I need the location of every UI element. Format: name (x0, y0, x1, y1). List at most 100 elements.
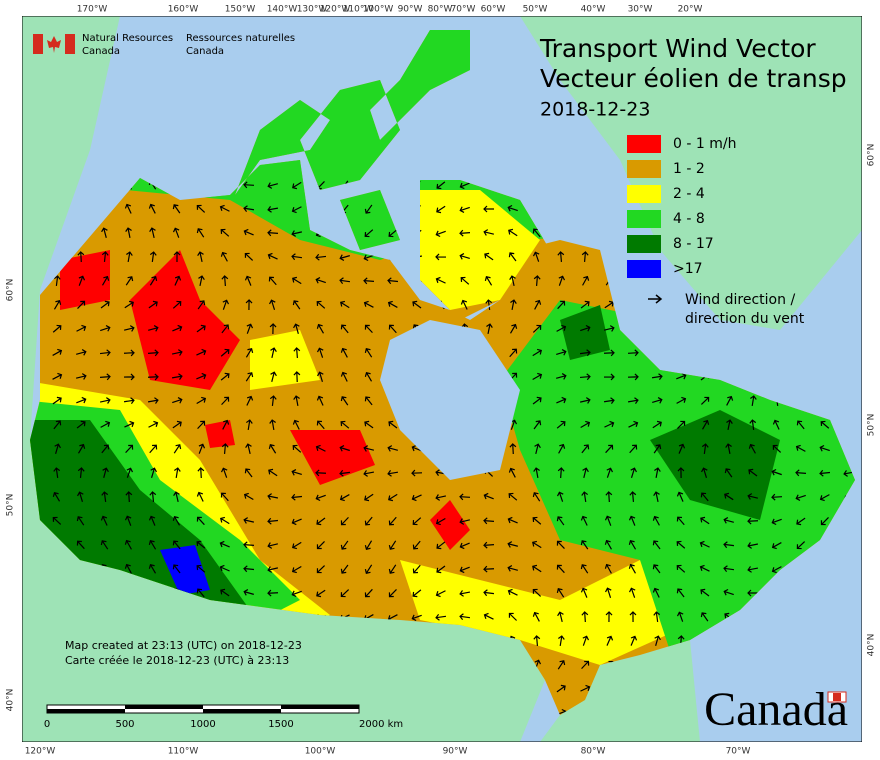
legend-swatch (627, 160, 661, 178)
wind-arrow (627, 349, 639, 357)
wind-arrow (291, 469, 302, 476)
wind-arrow (603, 373, 615, 381)
wind-arrow (508, 492, 518, 501)
wind-arrow (628, 563, 636, 574)
wind-arrow (579, 397, 591, 404)
zone-2-4 (400, 560, 700, 665)
wind-arrow (556, 540, 565, 550)
wind-arrow (387, 445, 398, 452)
wind-arrow (124, 325, 135, 332)
wind-arrow (267, 252, 278, 260)
wind-arrow (678, 443, 686, 454)
scale-bar-segment (47, 709, 125, 713)
wind-arrow (292, 541, 302, 550)
wind-arrow (173, 491, 180, 503)
wind-arrow (436, 205, 446, 214)
wind-arrow (171, 373, 183, 380)
wind-arrow (558, 275, 566, 286)
wind-arrow (219, 564, 230, 572)
wind-arrow (267, 589, 279, 597)
wind-arrow (460, 276, 470, 285)
wind-arrow (604, 325, 615, 332)
wind-arrow (388, 420, 398, 429)
wind-arrow (363, 277, 375, 285)
wind-arrow (220, 492, 229, 502)
wind-arrow (173, 444, 182, 454)
wind-arrow (726, 419, 733, 431)
wind-arrow (510, 299, 517, 311)
wind-arrow (411, 494, 422, 502)
wind-arrow (436, 541, 446, 550)
wind-arrow (52, 348, 63, 356)
wind-arrow (245, 372, 254, 382)
wind-arrow (507, 565, 518, 572)
legend-label: >17 (673, 261, 703, 277)
wind-arrow (700, 612, 709, 622)
wind-arrow (52, 396, 62, 405)
wind-arrow (701, 467, 708, 478)
wind-arrow (316, 565, 326, 574)
wind-arrow (221, 396, 230, 406)
wind-arrow (267, 182, 278, 189)
wind-arrow (723, 588, 734, 596)
wind-arrow (125, 444, 134, 454)
legend-label: 0 - 1 m/h (673, 136, 736, 152)
wind-arrow (557, 251, 565, 263)
legend: 0 - 1 m/h 1 - 2 2 - 4 4 - 8 8 - 17 >17 (627, 135, 736, 278)
scale-bar-segment (125, 705, 203, 709)
wind-arrow (507, 516, 518, 524)
wind-arrow (388, 588, 397, 598)
wind-arrow (172, 300, 182, 309)
wind-arrow (315, 469, 327, 477)
wind-arrow (291, 565, 302, 574)
wind-arrow (605, 444, 614, 454)
wind-arrow (76, 516, 85, 526)
wind-arrow (701, 443, 709, 455)
wind-arrow (532, 540, 542, 549)
wind-arrow (270, 347, 277, 359)
graticule-labels: 170°W 160°W 150°W 140°W 130°W120°W110°W100°W… (6, 5, 877, 757)
wind-arrow (171, 349, 183, 356)
us-east-land (540, 640, 700, 742)
wind-arrow (220, 372, 230, 381)
wind-arrow (604, 420, 615, 428)
wind-arrow (556, 349, 567, 356)
wind-arrow (558, 443, 566, 454)
wind-arrow (604, 563, 612, 574)
wind-arrow (100, 300, 110, 309)
wind-arrow (196, 588, 205, 598)
legend-swatch (627, 210, 661, 228)
wind-arrow (52, 324, 62, 333)
wind-arrow (724, 468, 733, 478)
wind-arrow (508, 467, 516, 478)
wind-arrow (723, 541, 735, 549)
wind-arrow (243, 517, 255, 524)
wind-arrow (412, 540, 421, 550)
wind-arrow (196, 228, 205, 238)
wind-arrow (196, 491, 204, 502)
wind-arrow (76, 349, 87, 356)
wind-arrow (340, 589, 350, 598)
maple-leaf (47, 36, 61, 53)
wind-arrow (509, 443, 517, 455)
wind-arrow (532, 324, 542, 333)
wind-arrow (796, 541, 806, 550)
wind-arrow (196, 348, 207, 356)
longitude-label: 80°W (428, 5, 453, 15)
wind-arrow (292, 276, 302, 285)
wind-arrow (411, 444, 422, 452)
wind-arrow (267, 229, 279, 237)
wind-arrow (149, 444, 158, 454)
wind-arrow (459, 229, 471, 237)
wind-arrow (579, 349, 591, 357)
wind-arrow (148, 420, 159, 428)
longitude-label: 100°W (305, 747, 336, 757)
wind-arrow (221, 443, 229, 455)
wind-arrow (580, 324, 591, 332)
agency-en: Canada (82, 46, 120, 57)
wind-arrow (532, 396, 542, 405)
latitude-label: 60°N (6, 279, 16, 302)
wind-arrow (508, 612, 517, 621)
wind-arrow (654, 635, 661, 646)
wind-arrow (340, 347, 348, 358)
